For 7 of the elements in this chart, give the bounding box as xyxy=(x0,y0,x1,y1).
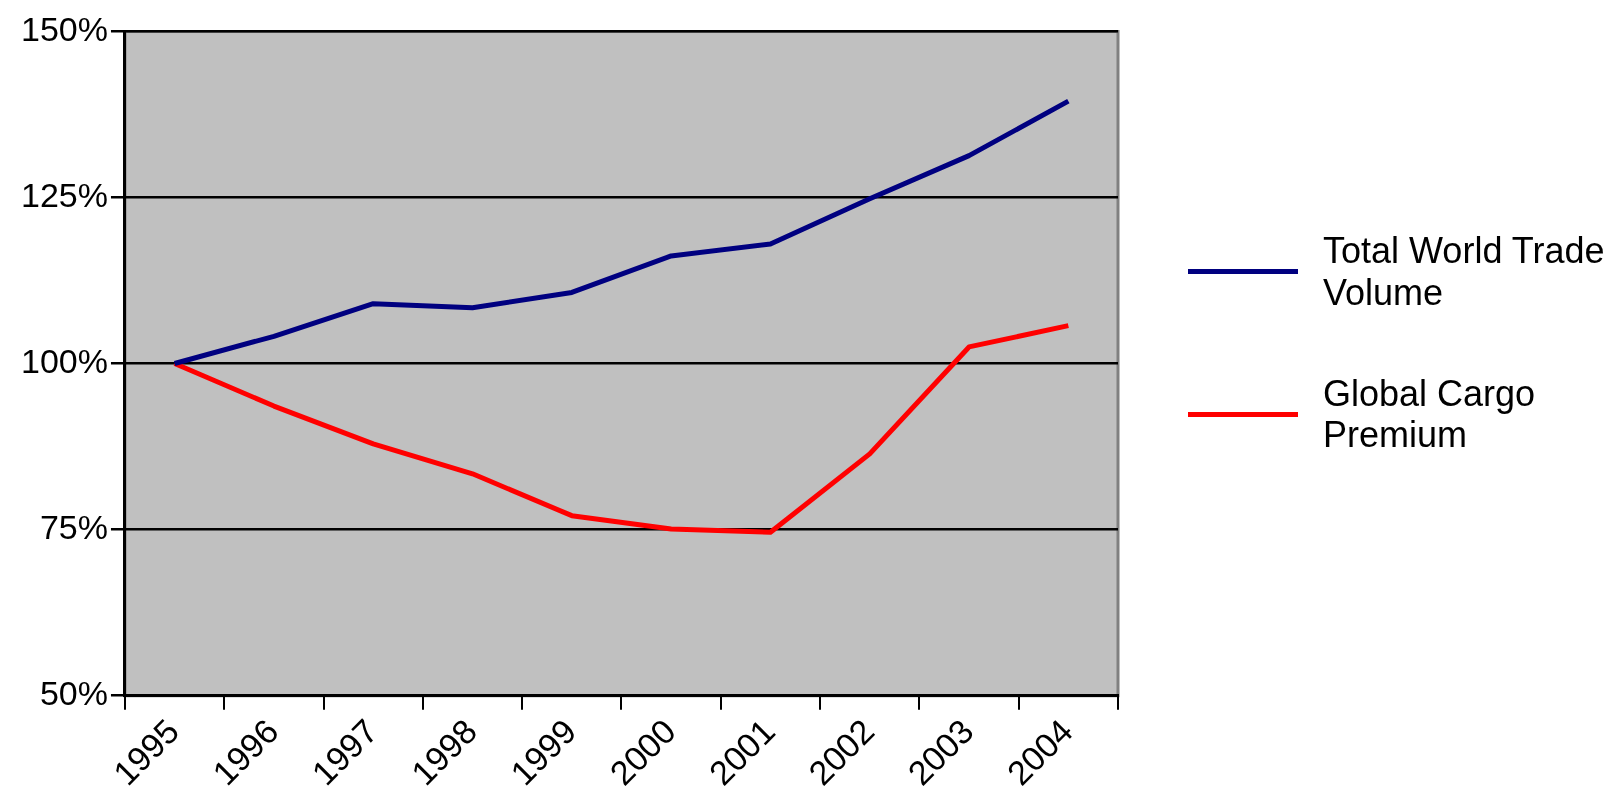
legend-label: Total World Trade Volume xyxy=(1323,230,1606,313)
y-tick-label: 150% xyxy=(20,9,108,48)
y-tick-label: 75% xyxy=(39,507,108,546)
legend-label: Global Cargo Premium xyxy=(1323,373,1537,456)
y-tick-label: 100% xyxy=(20,341,108,380)
y-tick-label: 125% xyxy=(20,175,108,214)
y-tick-label: 50% xyxy=(39,674,108,713)
